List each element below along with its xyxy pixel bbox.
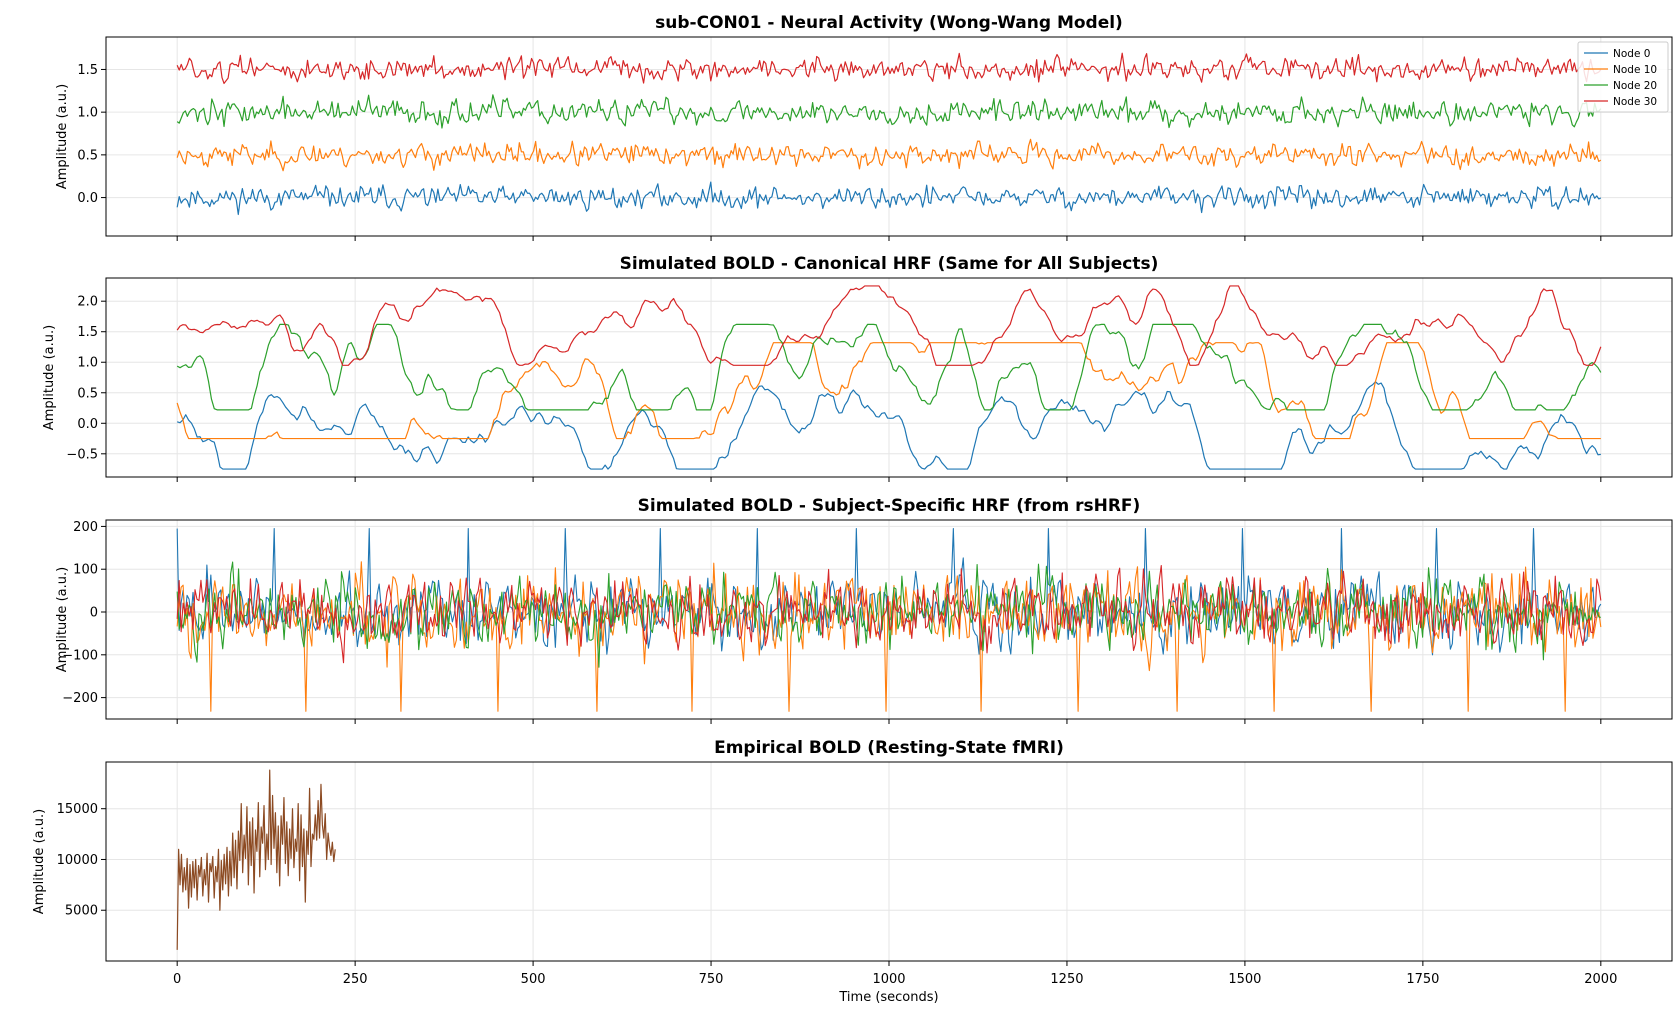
series-line-node-20 xyxy=(176,94,1602,129)
y-axis-label: Amplitude (a.u.) xyxy=(55,567,70,672)
panel-empirical-bold: 5000 10000 15000 0 250 500 750 1000 1250 1500 1750… xyxy=(32,738,1673,1005)
series-line-1 xyxy=(176,769,336,950)
chart-title: Simulated BOLD - Canonical HRF (Same for… xyxy=(620,254,1159,274)
y-tick-label: 1.0 xyxy=(77,106,98,121)
series-line-node-30 xyxy=(176,52,1602,85)
x-tick-label: 750 xyxy=(699,972,724,987)
x-tick-label: 1750 xyxy=(1406,972,1439,987)
series-line-1 xyxy=(176,381,1601,470)
panel-neural-activity: 0.0 0.5 1.0 1.5 sub-CON01 - Neural Activity … xyxy=(55,13,1673,241)
y-tick-label: 5000 xyxy=(65,904,98,919)
y-tick-label: −200 xyxy=(62,691,98,706)
x-tick-label: 1500 xyxy=(1228,972,1261,987)
y-tick-label: 0 xyxy=(90,606,98,621)
y-tick-label: 200 xyxy=(73,520,98,535)
y-axis-label: Amplitude (a.u.) xyxy=(42,325,57,430)
y-axis-label: Amplitude (a.u.) xyxy=(32,809,47,914)
series-group xyxy=(176,528,1602,712)
x-tick-label: 0 xyxy=(173,972,181,987)
legend: Node 0 Node 10 Node 20 Node 30 xyxy=(1577,41,1669,113)
series-line-node-0 xyxy=(176,181,1602,216)
x-tick-label: 500 xyxy=(521,972,546,987)
y-tick-label: 10000 xyxy=(57,853,98,868)
panel-bold-subject-hrf: −200 −100 0 100 200 Simulated BOLD - Subject-… xyxy=(55,496,1673,724)
y-tick-label: 0.5 xyxy=(77,386,98,401)
x-tick-label: 1000 xyxy=(872,972,905,987)
series-line-4 xyxy=(176,285,1602,366)
y-tick-label: 0.0 xyxy=(77,191,98,206)
series-line-2 xyxy=(176,342,1601,440)
y-tick-label: 1.5 xyxy=(77,63,98,78)
chart-title: sub-CON01 - Neural Activity (Wong-Wang M… xyxy=(655,13,1123,33)
y-tick-label: −100 xyxy=(62,648,98,663)
panel-bold-canonical-hrf: −0.5 0.0 0.5 1.0 1.5 2.0 Simulated BOLD - Cano… xyxy=(42,254,1673,482)
y-tick-label: 15000 xyxy=(57,802,98,817)
series-group xyxy=(176,52,1602,216)
series-group xyxy=(176,769,336,950)
legend-label: Node 30 xyxy=(1613,96,1657,108)
y-tick-label: 100 xyxy=(73,563,98,578)
y-axis-label: Amplitude (a.u.) xyxy=(55,84,70,189)
x-tick-label: 2000 xyxy=(1584,972,1617,987)
x-axis-label: Time (seconds) xyxy=(838,990,938,1005)
chart-title: Empirical BOLD (Resting-State fMRI) xyxy=(714,738,1064,758)
series-group xyxy=(176,285,1602,470)
series-line-4 xyxy=(176,565,1602,664)
legend-label: Node 0 xyxy=(1613,48,1650,60)
legend-label: Node 10 xyxy=(1613,64,1657,76)
y-tick-label: −0.5 xyxy=(66,447,98,462)
legend-label: Node 20 xyxy=(1613,80,1657,92)
y-tick-label: 0.5 xyxy=(77,148,98,163)
series-line-node-10 xyxy=(176,138,1602,172)
y-tick-label: 1.0 xyxy=(77,356,98,371)
y-tick-label: 1.5 xyxy=(77,325,98,340)
chart-title: Simulated BOLD - Subject-Specific HRF (f… xyxy=(638,496,1141,516)
y-tick-label: 2.0 xyxy=(77,295,98,310)
x-tick-label: 1250 xyxy=(1050,972,1083,987)
legend-box xyxy=(1577,41,1669,113)
x-tick-label: 250 xyxy=(343,972,368,987)
series-line-3 xyxy=(176,323,1602,411)
y-tick-label: 0.0 xyxy=(77,417,98,432)
